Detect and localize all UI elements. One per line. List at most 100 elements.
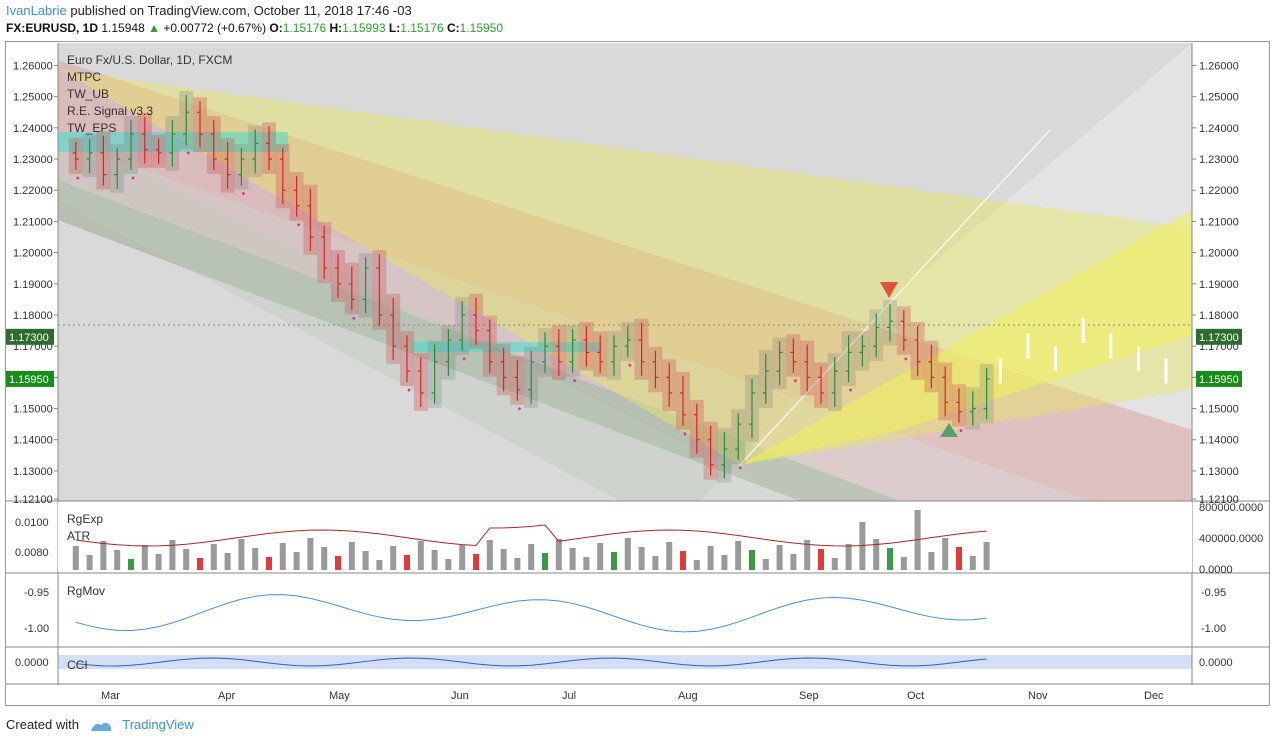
volume-bar [224,553,231,570]
light-region [700,43,1192,501]
rgmov-axis: -0.95 -1.00 -0.95 -1.00 [24,587,1226,635]
month-tick: Nov [1028,690,1048,702]
price-tick-left: 1.15000 [13,404,53,416]
red-channel-mid [58,140,1090,501]
price-tick-left: 1.14000 [13,435,53,447]
candle [524,346,539,408]
candle [482,315,497,377]
price-tag-label: 1.15950 [9,374,49,386]
yellow-fan [60,70,1192,465]
volume-bar [555,539,562,570]
candle [110,144,125,193]
candle [634,318,649,380]
open-label: O: [269,21,283,35]
cci-tick-left: 0.0000 [15,657,49,669]
cyan-band-2 [412,342,602,352]
candle [979,364,994,424]
month-tick: Oct [907,690,924,702]
tradingview-link[interactable]: TradingView [122,717,194,732]
candle [814,362,828,408]
volume-bar [583,557,590,570]
candle [496,343,511,396]
candle [124,116,138,180]
cci-axis: 0.0000 0.0000 [15,657,1233,669]
candle [455,296,470,361]
candle [372,250,387,330]
cci-tick-right: 0.0000 [1199,657,1233,669]
candle [137,112,152,168]
candle [165,116,180,171]
candle [593,331,608,377]
volume-bar [431,550,438,570]
rgmov-legend: RgMov [67,584,105,598]
volume-bar [749,550,755,570]
price-tick-left: 1.18000 [13,310,53,322]
candle [786,334,801,383]
month-tick: Dec [1144,690,1164,702]
candle [262,122,276,174]
candle [179,91,194,155]
volume-bar [293,552,300,570]
price-tag-label: 1.17300 [1199,332,1239,344]
fan-line [739,129,1051,466]
volume-bar [900,557,907,570]
volume-bar [210,544,217,570]
legend-re-signal: R.E. Signal v3.3 [67,104,153,118]
volume-bar [818,549,824,570]
candle [317,222,332,284]
candle [689,399,704,458]
candle [965,387,980,430]
candle [565,325,580,383]
volume-bar [969,556,976,570]
month-tick: Mar [101,690,120,702]
legend-atr: ATR [67,529,90,543]
price-tag-label: 1.17300 [9,332,49,344]
volume-bar [197,558,203,570]
candle [151,134,166,168]
volume-bar [141,545,148,570]
volume-bar [693,560,700,570]
chart-frame [5,41,1270,706]
rgmov-line [75,594,987,633]
candle [68,137,83,180]
candle [827,353,842,411]
author-link[interactable]: IvanLabrie [6,3,67,18]
candle [510,356,525,411]
volume-bar [486,540,493,570]
time-axis: Mar Apr May Jun Jul Aug Sep Oct Nov Dec [101,690,1164,702]
green-channel [58,180,900,501]
volume-bar [114,550,121,570]
candle [924,340,939,393]
price-tick-right: 1.12100 [1199,494,1239,506]
candle [358,253,373,318]
candle [855,331,870,371]
price-tick-right: 1.22000 [1199,185,1239,197]
vol-tick-right-1: 400000.0000 [1199,533,1263,545]
price-tick-left: 1.19000 [13,279,53,291]
price-tick-left: 1.25000 [13,92,53,104]
candle [82,134,97,178]
volume-bar [72,546,79,570]
candle [607,331,621,380]
price-tag-left [6,370,54,387]
candle [676,371,690,436]
volume-bar [762,559,769,570]
volume-bar [252,548,259,570]
month-tick: Jun [451,690,469,702]
volume-bar [928,552,935,570]
candle [413,353,428,411]
volume-bar [376,560,383,570]
candle [248,125,263,178]
candle [869,309,884,362]
volume-bar [86,555,93,570]
up-arrow-icon: ▲ [148,21,160,35]
volume-bar [335,556,341,570]
candle [331,250,345,302]
volume-axis: 0.0100 0.0080 800000.0000 400000.0000 0.… [15,502,1263,576]
price-tick-right: 1.20000 [1199,248,1239,260]
volume-bar [500,549,507,570]
volume-legend: RgExp ATR [67,512,103,543]
rgmov-tick-right-0: -0.95 [1201,587,1226,599]
volume-bar [956,547,962,570]
